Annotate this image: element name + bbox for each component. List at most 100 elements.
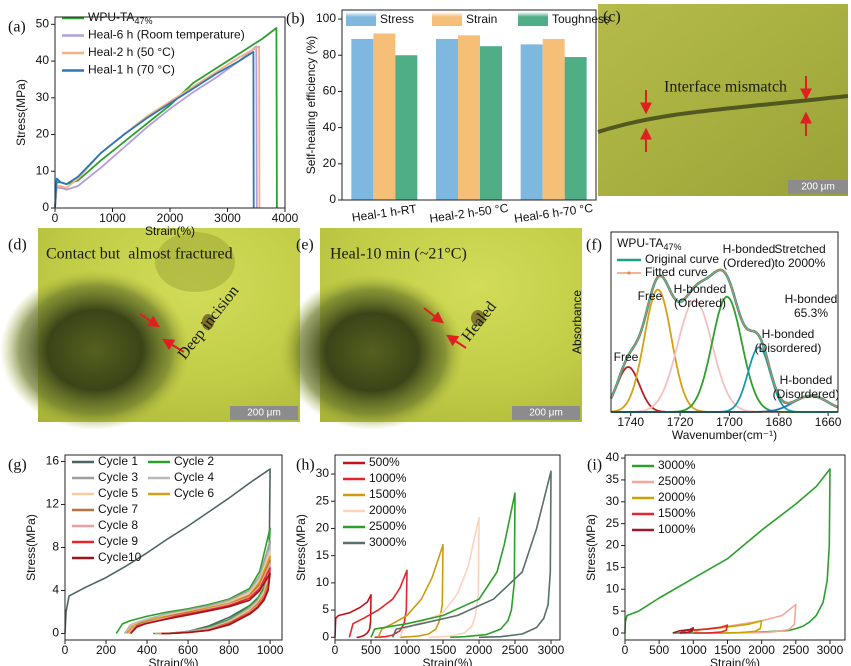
legend-text: Cycle 3 — [98, 470, 138, 484]
legend-text: 500% — [369, 455, 400, 469]
legend-text: Cycle 9 — [98, 534, 138, 548]
fitted-curve — [610, 269, 839, 408]
legend-label: Heal-1 h (70 °C) — [88, 63, 175, 77]
y-tick-label: 20 — [36, 127, 50, 141]
annotation: H-bonded — [674, 282, 727, 296]
legend-swatch — [518, 12, 548, 26]
y-tick-label: 4 — [52, 583, 59, 597]
legend-text: 2500% — [369, 519, 407, 533]
annotation: Stretched — [774, 242, 825, 256]
legend-text: Cycle10 — [98, 550, 142, 564]
x-tick-label: 1740 — [617, 415, 644, 429]
legend-text: Cycle 7 — [98, 502, 138, 516]
legend-label: Stress — [380, 12, 414, 26]
x-axis-label: Strain(%) — [710, 656, 760, 666]
series-line — [348, 569, 408, 639]
y-axis-label: Stress(MPa) — [294, 514, 308, 581]
x-tick-label: Heal-6 h-70 °C — [513, 201, 594, 226]
scale-bar — [788, 180, 848, 194]
x-tick-label: 500 — [361, 643, 381, 657]
annotation: H-bonded — [762, 327, 815, 341]
x-tick-label: 600 — [178, 643, 198, 657]
legend-text: Heal-2 h (50 °C) — [88, 45, 175, 59]
x-tick-label: 2000 — [157, 211, 184, 225]
y-tick-label: 0 — [42, 200, 49, 214]
plot-frame — [341, 9, 597, 201]
legend-label: 3000% — [369, 535, 407, 549]
y-tick-label: 0 — [329, 192, 336, 206]
legend-label: 3000% — [658, 458, 696, 472]
legend-swatch-dot — [627, 271, 631, 275]
plot-frame — [54, 16, 286, 209]
scale-bar-label: 200 μm — [529, 408, 563, 419]
annotation: H-bonded — [780, 373, 833, 387]
legend-text: WPU-TA — [617, 236, 663, 250]
y-tick-label: 0 — [52, 626, 59, 640]
y-tick-label: 40 — [323, 120, 337, 134]
y-tick-label: 100 — [316, 11, 336, 25]
x-tick-label: 0 — [62, 643, 69, 657]
y-axis-label: Self-healing efficiency (%) — [304, 36, 318, 175]
x-tick-label: 2500 — [782, 643, 809, 657]
micrograph-d: Contact but almost fractured Deep incisi… — [0, 228, 300, 430]
series-line — [64, 468, 271, 635]
scale-bar — [512, 406, 580, 420]
panel-label: (e) — [296, 237, 314, 254]
plot-frame — [334, 454, 561, 641]
y-tick-label: 35 — [606, 472, 620, 486]
panel-label: (b) — [286, 11, 305, 28]
panel-label: (g) — [8, 457, 27, 474]
x-tick-label: 400 — [137, 643, 157, 657]
legend-label: Toughness — [552, 12, 610, 26]
series-line — [115, 527, 271, 635]
annotation: Free — [638, 289, 663, 303]
bar — [436, 38, 458, 201]
legend-text: Cycle 5 — [98, 486, 138, 500]
micrograph-c: Interface mismatch 200 μm (c) — [597, 4, 849, 196]
legend-text: 1000% — [369, 471, 407, 485]
legend-label: Cycle 3 — [98, 470, 138, 484]
bar — [542, 38, 565, 201]
annotation: (Ordered) — [723, 256, 775, 270]
incision — [202, 314, 214, 330]
y-axis-label: Stress(MPa) — [24, 514, 38, 581]
legend-label: Cycle 9 — [98, 534, 138, 548]
x-tick-label: 4000 — [272, 211, 299, 225]
legend-label: Cycle 5 — [98, 486, 138, 500]
x-tick-label: 1000 — [680, 643, 707, 657]
scale-bar-label: 200 μm — [801, 182, 835, 193]
x-tick-label: 1000 — [99, 211, 126, 225]
y-tick-label: 15 — [316, 548, 330, 562]
x-tick-label: 2000 — [748, 643, 775, 657]
legend-text: Cycle 8 — [98, 518, 138, 532]
x-axis-label: Strain(%) — [145, 224, 195, 238]
x-tick-label: 3000 — [538, 643, 565, 657]
y-tick-label: 50 — [36, 17, 50, 31]
x-axis-label: Strain(%) — [422, 656, 472, 666]
x-tick-label: 800 — [219, 643, 239, 657]
y-tick-label: 25 — [606, 516, 620, 530]
legend-text: Heal-1 h (70 °C) — [88, 63, 175, 77]
y-tick-label: 8 — [52, 540, 59, 554]
series-line — [672, 627, 695, 634]
y-tick-label: 0 — [322, 629, 329, 643]
legend-label: Heal-6 h (Room temperature) — [88, 28, 245, 42]
y-tick-label: 30 — [36, 90, 50, 104]
y-tick-label: 10 — [36, 163, 50, 177]
bar — [373, 33, 396, 201]
x-tick-label: 200 — [96, 643, 116, 657]
y-axis-label: Stress(MPa) — [14, 79, 28, 146]
panel-label: (a) — [8, 19, 26, 36]
y-axis-label: Stress(MPa) — [584, 514, 598, 581]
legend-label: 1000% — [369, 471, 407, 485]
x-tick-label: 1000 — [394, 643, 421, 657]
series-line — [370, 492, 516, 639]
legend-text: 2000% — [658, 490, 696, 504]
annotation: Free — [614, 350, 639, 364]
x-tick-label: Heal-2 h-50 °C — [429, 201, 510, 226]
y-tick-label: 12 — [46, 497, 60, 511]
scale-bar-label: 200 μm — [247, 408, 281, 419]
x-tick-label: 2000 — [466, 643, 493, 657]
x-tick-label: 1660 — [815, 415, 842, 429]
